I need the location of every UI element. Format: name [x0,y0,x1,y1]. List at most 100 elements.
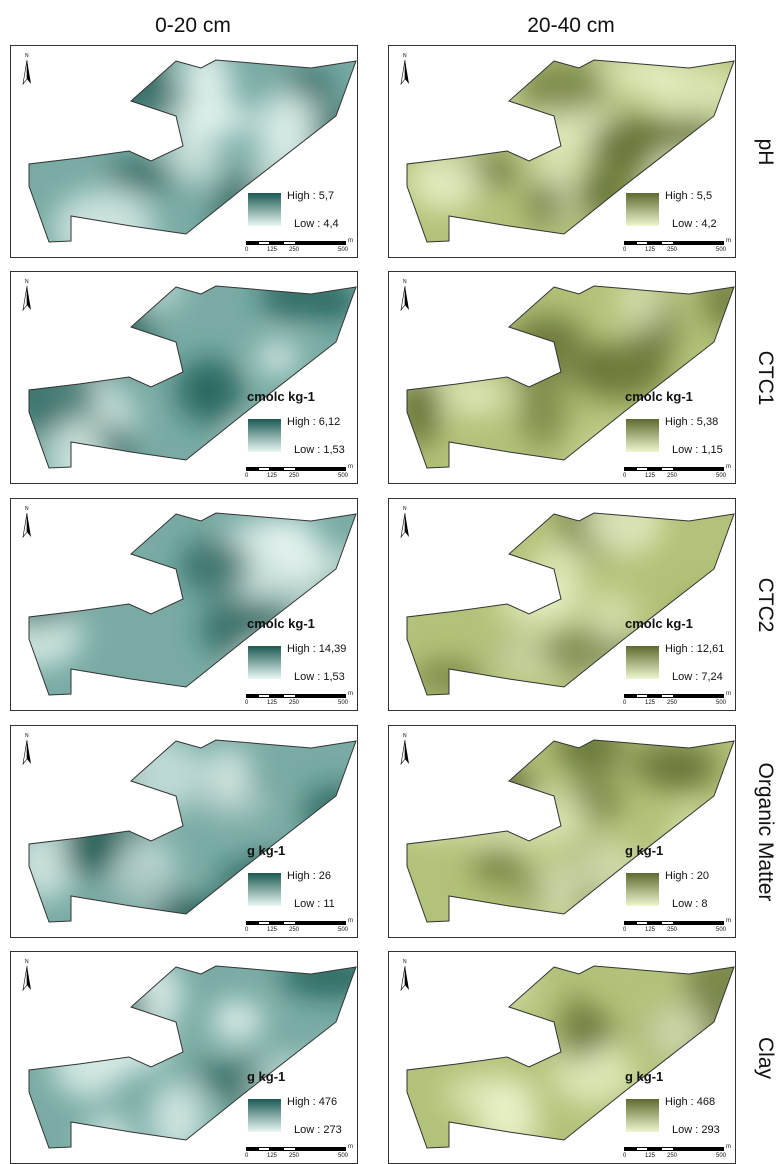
north-label: N [25,506,29,512]
scale-segment [624,241,636,245]
scale-segment [674,1147,724,1151]
scale-segment [283,1147,296,1151]
legend-low: Low : 4,2 [672,218,717,230]
legend-swatch [626,419,659,452]
scale-bar: 0 125 250 500 m [623,1144,731,1161]
scale-segment [258,241,270,245]
row-label: Clay [754,1036,777,1079]
north-label: N [403,733,407,739]
scale-tick-label: 500 [338,700,349,706]
legend-low: Low : 11 [294,898,335,910]
scale-segment [283,241,296,245]
scale-segment [674,694,724,698]
scale-unit-label: m [726,1144,731,1150]
scale-tick-label: 125 [267,927,278,933]
scale-unit-label: m [348,464,353,470]
scale-segment [674,467,724,471]
scale-bar: 0 125 250 500 m [245,1144,353,1161]
scale-tick-label: 250 [667,927,678,933]
interpolation-surface [28,512,357,696]
legend-low: Low : 273 [294,1124,342,1136]
scale-segment [648,1147,661,1151]
legend-high: High : 5,5 [665,190,713,202]
unit-label: cmolc kg-1 [247,389,315,404]
legend-high: High : 468 [665,1096,716,1108]
scale-bar: 0 125 250 500 m [623,464,731,481]
scale-segment [636,241,648,245]
legend-low: Low : 1,53 [294,444,345,456]
scale-unit-label: m [348,1144,353,1150]
scale-segment [246,694,258,698]
scale-segment [270,241,283,245]
legend-high: High : 26 [287,870,332,882]
legend-high: High : 12,61 [665,643,725,655]
scale-segment [636,921,648,925]
scale-tick-label: 125 [645,473,656,479]
scale-segment [270,694,283,698]
interpolation-surface [28,965,357,1149]
scale-segment [624,694,636,698]
scale-unit-label: m [726,918,731,924]
scale-bar: 0 125 250 500 m [623,238,731,255]
scale-tick-label: 0 [245,927,249,933]
scale-tick-label: 500 [716,700,727,706]
scale-unit-label: m [726,238,731,244]
north-arrow-icon: N [399,505,411,544]
scale-tick-label: 0 [623,247,627,253]
map-panel-left: N High : 5,7 Low : 4,4 0 125 250 500 m [10,45,358,258]
north-arrow-icon: N [21,278,33,317]
scale-segment [661,1147,674,1151]
legend-low: Low : 293 [672,1124,720,1136]
scale-segment [674,921,724,925]
scale-segment [648,694,661,698]
scale-segment [624,921,636,925]
scale-tick-label: 250 [667,473,678,479]
scale-tick-label: 125 [645,700,656,706]
scale-tick-label: 125 [267,473,278,479]
interpolation-surface [28,59,357,243]
scale-tick-label: 0 [245,473,249,479]
unit-label: cmolc kg-1 [247,616,315,631]
scale-tick-label: 0 [245,700,249,706]
row-label: CTC1 [754,350,777,405]
scale-segment [258,921,270,925]
scale-tick-label: 0 [623,927,627,933]
legend-high: High : 20 [665,870,710,882]
scale-segment [283,921,296,925]
scale-tick-label: 0 [245,247,249,253]
scale-segment [636,467,648,471]
unit-label: g kg-1 [625,843,664,858]
scale-segment [296,694,346,698]
scale-segment [648,467,661,471]
scale-segment [661,241,674,245]
scale-tick-label: 0 [623,1153,627,1159]
scale-tick-label: 500 [716,927,727,933]
scale-segment [296,241,346,245]
legend-low: Low : 4,4 [294,218,339,230]
scale-tick-label: 250 [289,473,300,479]
interpolation-surface [406,59,735,243]
north-label: N [403,53,407,59]
unit-label: g kg-1 [625,1069,664,1084]
scale-tick-label: 500 [716,473,727,479]
north-label: N [403,959,407,965]
interpolation-surface [28,285,357,469]
scale-unit-label: m [348,238,353,244]
north-arrow-icon: N [21,505,33,544]
north-arrow-icon: N [399,52,411,91]
scale-unit-label: m [726,464,731,470]
unit-label: cmolc kg-1 [625,389,693,404]
scale-tick-label: 125 [645,1153,656,1159]
scale-segment [246,241,258,245]
scale-tick-label: 250 [289,1153,300,1159]
north-arrow-icon: N [21,52,33,91]
north-label: N [403,506,407,512]
scale-segment [246,921,258,925]
scale-tick-label: 500 [338,473,349,479]
legend-high: High : 14,39 [287,643,347,655]
